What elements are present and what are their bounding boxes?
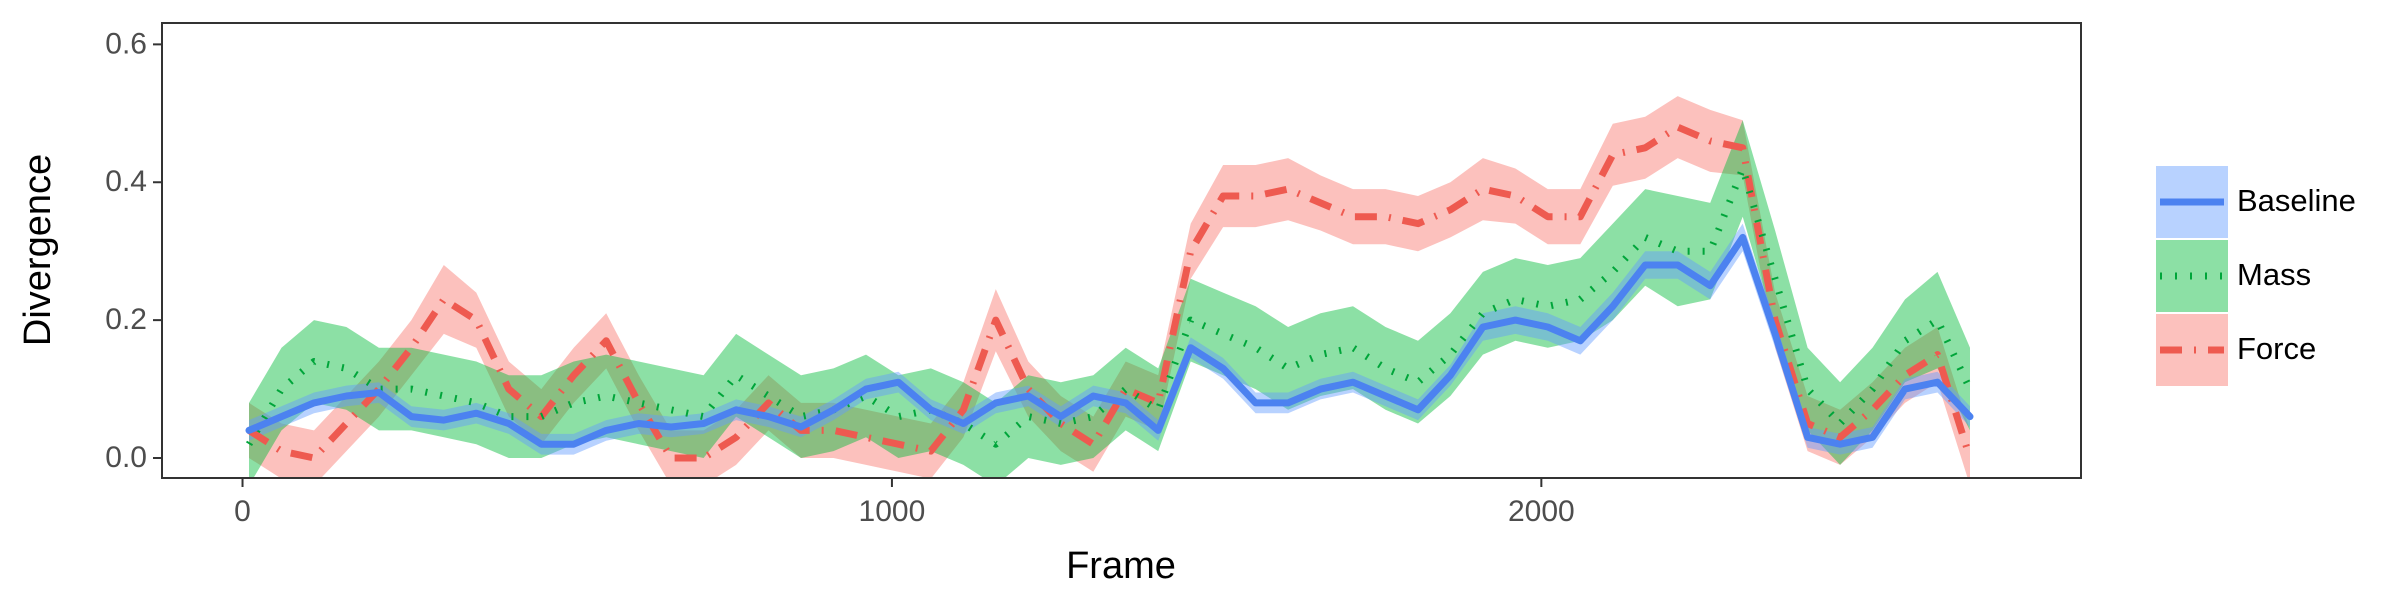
y-tick-label: 0.0 — [105, 441, 147, 474]
x-tick-label: 2000 — [1508, 495, 1575, 528]
y-tick-label: 0.2 — [105, 303, 147, 336]
x-tick-label: 0 — [234, 495, 251, 528]
ribbon — [249, 96, 1970, 478]
x-axis-label: Frame — [1066, 545, 1176, 587]
legend-item: Baseline — [2156, 166, 2356, 238]
ribbon — [249, 120, 1970, 478]
plot-border — [161, 22, 2082, 479]
series-line — [245, 233, 1974, 448]
legend-label: Baseline — [2237, 183, 2356, 218]
plot-area — [245, 96, 1974, 478]
legend-item: Mass — [2156, 240, 2311, 312]
lines — [245, 123, 1974, 462]
x-tick-label: 1000 — [859, 495, 926, 528]
legend-label: Mass — [2237, 257, 2311, 292]
series-line — [247, 123, 1974, 462]
ribbon — [249, 223, 1970, 455]
y-axis-label: Divergence — [17, 154, 59, 346]
y-tick-label: 0.4 — [105, 165, 147, 198]
ribbons — [249, 96, 1970, 478]
y-tick-label: 0.6 — [105, 27, 147, 60]
legend-item: Force — [2156, 314, 2316, 386]
legend-label: Force — [2237, 331, 2316, 366]
